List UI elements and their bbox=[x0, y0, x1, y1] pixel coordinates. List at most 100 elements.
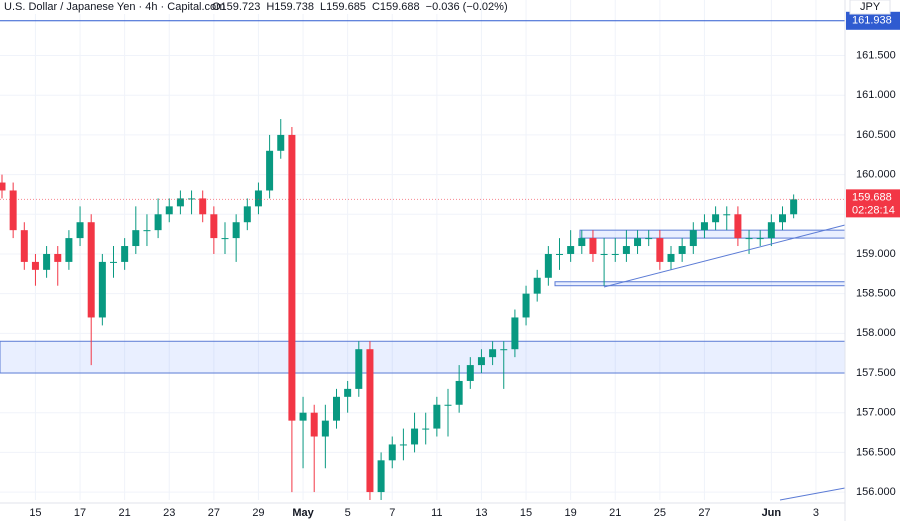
y-tick-label: 158.000 bbox=[856, 327, 896, 339]
candle-body bbox=[199, 198, 207, 215]
x-tick-label: 29 bbox=[252, 507, 264, 519]
candle-body bbox=[477, 357, 485, 366]
y-tick-label: 157.500 bbox=[856, 367, 896, 379]
candle-body bbox=[188, 198, 196, 200]
candle-body bbox=[712, 214, 720, 223]
zone bbox=[579, 229, 846, 239]
x-tick-label: 11 bbox=[431, 507, 442, 519]
candle-body bbox=[9, 190, 17, 231]
candle-body bbox=[121, 246, 129, 262]
candle-body bbox=[0, 182, 6, 191]
candle-body bbox=[143, 230, 151, 232]
x-tick-label: 23 bbox=[163, 507, 175, 519]
candle-body bbox=[176, 198, 184, 207]
x-tick-label: 27 bbox=[208, 507, 220, 519]
candle-body bbox=[700, 222, 708, 231]
candle-body bbox=[20, 230, 28, 262]
candle-body bbox=[466, 365, 474, 381]
candle-body bbox=[232, 222, 240, 239]
last-price-label: 159.688 bbox=[852, 191, 892, 203]
axes: 156.000 156.500 157.000 157.500 158.000 158.5… bbox=[0, 11, 900, 519]
candle-body bbox=[299, 412, 307, 421]
currency[interactable]: JPY bbox=[860, 1, 881, 13]
candle-body bbox=[489, 349, 497, 358]
candle-body bbox=[54, 253, 62, 262]
x-tick-label: 7 bbox=[389, 507, 395, 519]
candle-body bbox=[154, 214, 162, 231]
candle-body bbox=[277, 134, 285, 151]
candle-body bbox=[87, 222, 95, 318]
zone bbox=[0, 340, 846, 374]
candle-body bbox=[221, 238, 229, 240]
x-tick-label: Jun bbox=[762, 507, 782, 519]
y-tick-label: 157.000 bbox=[856, 407, 896, 419]
trend-line bbox=[603, 224, 846, 288]
candle-body bbox=[210, 214, 218, 239]
candle-body bbox=[399, 444, 407, 446]
candle-body bbox=[533, 277, 541, 294]
candle-body bbox=[288, 134, 296, 421]
y-tick-label: 160.500 bbox=[856, 129, 896, 141]
candle-body bbox=[734, 214, 742, 239]
zone bbox=[554, 281, 846, 287]
y-tick-label: 161.000 bbox=[856, 89, 896, 101]
level-label-bg bbox=[846, 11, 900, 30]
candle-body bbox=[266, 150, 274, 191]
candle-body bbox=[756, 238, 764, 240]
trend-line bbox=[779, 487, 846, 501]
candle-body bbox=[589, 238, 597, 254]
x-tick-label: 3 bbox=[813, 507, 819, 519]
candle-body bbox=[422, 428, 430, 430]
candle-body bbox=[433, 404, 441, 429]
candle-body bbox=[444, 404, 452, 406]
candle-body bbox=[243, 206, 251, 223]
candle-body bbox=[500, 349, 508, 351]
candle-body bbox=[578, 238, 586, 247]
candles bbox=[0, 119, 798, 500]
candle-body bbox=[333, 396, 340, 421]
x-tick-label: 19 bbox=[565, 507, 577, 519]
y-tick-label: 156.000 bbox=[856, 486, 896, 498]
x-tick-label: 21 bbox=[609, 507, 621, 519]
candle-body bbox=[511, 317, 519, 350]
y-tick-label: 160.000 bbox=[856, 169, 896, 181]
candle-body bbox=[132, 230, 140, 247]
candle-body bbox=[790, 199, 798, 215]
x-tick-label: 21 bbox=[119, 507, 131, 519]
x-tick-label: 5 bbox=[345, 507, 351, 519]
candle-body bbox=[76, 222, 84, 239]
currency-box[interactable] bbox=[849, 0, 891, 15]
y-tick-label: 161.500 bbox=[856, 49, 896, 61]
x-tick-label: 17 bbox=[74, 507, 86, 519]
candle-body bbox=[31, 261, 39, 270]
x-tick-label: May bbox=[292, 507, 314, 519]
candle-body bbox=[411, 428, 419, 445]
level-label: 161.938 bbox=[852, 15, 892, 27]
candle-body bbox=[645, 238, 653, 240]
candle-body bbox=[779, 214, 786, 223]
candle-body bbox=[723, 214, 731, 216]
header-quote: O159.723 H159.738 L159.685 C159.688 −0.036 (… bbox=[212, 1, 508, 13]
quote-item: −0.036 (−0.02%) bbox=[426, 1, 508, 13]
header-bg bbox=[0, 0, 470, 14]
candle-body bbox=[355, 349, 363, 389]
candle-body bbox=[634, 238, 642, 247]
candle-body bbox=[656, 238, 664, 262]
candle-body bbox=[689, 230, 697, 247]
last-price-bg bbox=[846, 189, 900, 218]
candle-body bbox=[678, 246, 686, 254]
x-tick-label: 27 bbox=[698, 507, 710, 519]
candle-body bbox=[544, 253, 552, 278]
candle-body bbox=[98, 261, 106, 318]
candle-body bbox=[567, 246, 575, 254]
candle-body bbox=[611, 253, 619, 255]
quote-item: O159.723 bbox=[212, 1, 260, 13]
candle-body bbox=[65, 238, 73, 262]
y-tick-label: 159.000 bbox=[856, 248, 896, 260]
x-tick-label: 13 bbox=[475, 507, 487, 519]
candle-body bbox=[366, 349, 374, 493]
candle-body bbox=[622, 246, 630, 254]
candle-body bbox=[388, 444, 396, 461]
candle-body bbox=[110, 261, 117, 263]
